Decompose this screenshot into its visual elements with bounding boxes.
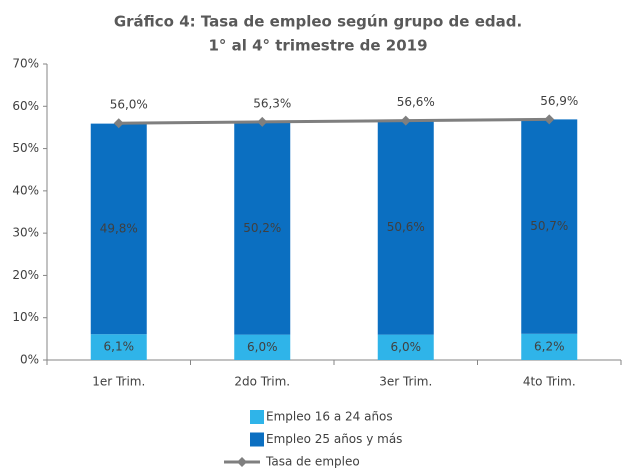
y-tick-label: 60%: [12, 99, 39, 113]
legend-label: Empleo 25 años y más: [266, 432, 402, 446]
x-tick-label: 2do Trim.: [234, 375, 290, 389]
y-tick-label: 10%: [12, 310, 39, 324]
line-marker: [400, 115, 411, 126]
y-tick-label: 0%: [20, 353, 39, 367]
bar-segment: [90, 334, 147, 360]
line-marker: [113, 118, 124, 129]
data-label: 56,9%: [540, 94, 578, 108]
data-label: 6,2%: [534, 339, 565, 353]
legend-label: Tasa de empleo: [265, 455, 360, 469]
bar-segment: [377, 120, 434, 335]
data-label: 6,0%: [247, 340, 278, 354]
chart-subtitle: 1° al 4° trimestre de 2019: [208, 37, 427, 55]
line-marker: [257, 116, 268, 127]
legend-swatch: [250, 432, 264, 447]
y-tick-label: 50%: [12, 141, 39, 155]
bar-segment: [377, 334, 434, 360]
bar-segment: [521, 119, 578, 334]
legend-marker: [237, 457, 247, 467]
data-label: 56,3%: [253, 96, 291, 110]
bar-segment: [234, 122, 291, 335]
line-marker: [544, 114, 555, 125]
data-label: 6,1%: [104, 340, 135, 354]
y-tick-label: 40%: [12, 183, 39, 197]
x-tick-label: 4to Trim.: [523, 375, 576, 389]
bar-segment: [234, 334, 291, 360]
y-tick-label: 70%: [12, 57, 39, 71]
data-label: 6,0%: [391, 340, 422, 354]
y-tick-label: 20%: [12, 268, 39, 282]
x-tick-label: 1er Trim.: [92, 375, 145, 389]
x-tick-label: 3er Trim.: [379, 375, 432, 389]
data-label: 49,8%: [100, 221, 138, 235]
y-tick-label: 30%: [12, 226, 39, 240]
bar-segment: [521, 333, 578, 360]
data-label: 50,7%: [530, 219, 568, 233]
data-label: 50,6%: [387, 220, 425, 234]
chart-title: Gráfico 4: Tasa de empleo según grupo de…: [114, 13, 522, 31]
bar-segment: [90, 123, 147, 335]
legend-swatch: [250, 410, 264, 424]
legend-label: Empleo 16 a 24 años: [266, 410, 393, 424]
data-label: 56,6%: [397, 95, 435, 109]
line: [118, 117, 550, 125]
data-label: 56,0%: [110, 98, 148, 112]
data-label: 50,2%: [243, 221, 281, 235]
